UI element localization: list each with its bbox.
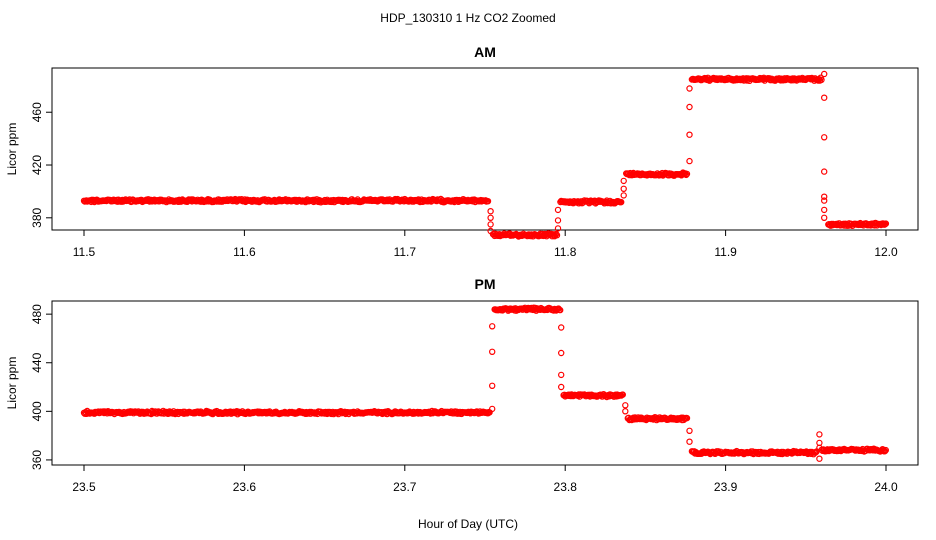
- data-point: [620, 192, 627, 199]
- data-point: [558, 383, 565, 391]
- data-point: [686, 427, 693, 434]
- data-point: [558, 371, 565, 379]
- x-tick-label: 23.6: [233, 480, 257, 494]
- panel-pm-ylabel: Licor ppm: [5, 357, 19, 410]
- y-tick-label: 420: [30, 155, 44, 175]
- x-tick-label: 11.7: [394, 245, 417, 259]
- x-tick-label: 11.8: [554, 245, 577, 259]
- y-tick-label: 480: [30, 304, 44, 324]
- data-point: [487, 221, 494, 228]
- y-tick-label: 360: [30, 450, 44, 470]
- x-tick-label: 23.9: [714, 480, 738, 494]
- plot-frame: [51, 67, 919, 231]
- data-point: [821, 214, 828, 221]
- data-point: [686, 157, 693, 165]
- data-point: [489, 405, 496, 413]
- data-point: [620, 177, 627, 185]
- figure-xlabel: Hour of Day (UTC): [418, 517, 518, 531]
- x-tick-label: 23.5: [72, 480, 96, 494]
- x-tick-label: 11.9: [714, 245, 737, 259]
- figure-title: HDP_130310 1 Hz CO2 Zoomed: [380, 11, 555, 25]
- data-point: [686, 103, 693, 111]
- data-point: [821, 168, 828, 175]
- data-point: [489, 382, 496, 389]
- x-tick-label: 11.6: [233, 245, 256, 259]
- panel-pm: PM Licor ppm 23.5 23.6 23.7 23.8 23.9 24.0 360…: [5, 276, 919, 494]
- data-point: [821, 94, 828, 101]
- data-point: [816, 444, 823, 451]
- data-point: [619, 391, 627, 398]
- y-tick-label: 380: [30, 207, 44, 227]
- x-tick-label: 24.0: [874, 480, 898, 494]
- data-point: [618, 198, 625, 206]
- data-point: [818, 76, 825, 84]
- data-point: [821, 206, 828, 214]
- panel-pm-title: PM: [475, 276, 496, 292]
- data-point: [557, 306, 564, 314]
- data-point: [686, 131, 693, 138]
- data-point: [683, 171, 690, 179]
- data-point: [683, 414, 691, 422]
- data-point: [487, 214, 494, 221]
- panel-am: AM Licor ppm 11.5 11.6 11.7 11.8 11.9 12.0 380…: [5, 44, 919, 259]
- data-point: [553, 231, 561, 239]
- data-point: [686, 438, 693, 445]
- data-point: [487, 227, 494, 235]
- data-point: [816, 455, 823, 462]
- data-point: [821, 134, 828, 141]
- data-point: [683, 170, 691, 178]
- data-point: [882, 220, 890, 227]
- data-point: [821, 193, 828, 200]
- data-point: [821, 197, 828, 204]
- panel-am-title: AM: [474, 44, 496, 60]
- data-point: [487, 207, 494, 215]
- x-tick-label: 11.5: [73, 245, 96, 259]
- data-point: [489, 348, 496, 355]
- y-tick-label: 400: [30, 401, 44, 421]
- data-point: [686, 85, 693, 92]
- data-point: [558, 324, 565, 331]
- data-point: [622, 408, 629, 415]
- plot-am: 11.5 11.6 11.7 11.8 11.9 12.0 380 420 460: [30, 67, 919, 259]
- plot-frame: [51, 300, 919, 466]
- data-point: [554, 225, 562, 232]
- data-point: [816, 431, 823, 438]
- x-tick-label: 23.7: [393, 480, 417, 494]
- data-point: [821, 70, 828, 78]
- data-point: [554, 206, 562, 214]
- data-points: [80, 304, 890, 462]
- data-point: [812, 449, 820, 456]
- plot-pm: 23.5 23.6 23.7 23.8 23.9 24.0 360 400 440 480: [30, 300, 919, 494]
- data-point: [489, 323, 496, 330]
- panel-am-ylabel: Licor ppm: [5, 123, 19, 176]
- x-tick-label: 12.0: [874, 245, 898, 259]
- data-point: [620, 185, 627, 192]
- data-point: [558, 349, 565, 357]
- x-tick-label: 23.8: [554, 480, 578, 494]
- data-point: [881, 447, 889, 455]
- data-point: [554, 217, 562, 224]
- data-points: [80, 70, 890, 240]
- y-tick-label: 440: [30, 352, 44, 372]
- data-point: [484, 197, 492, 205]
- data-point: [622, 402, 629, 409]
- y-tick-label: 460: [30, 102, 44, 122]
- data-point: [882, 446, 890, 454]
